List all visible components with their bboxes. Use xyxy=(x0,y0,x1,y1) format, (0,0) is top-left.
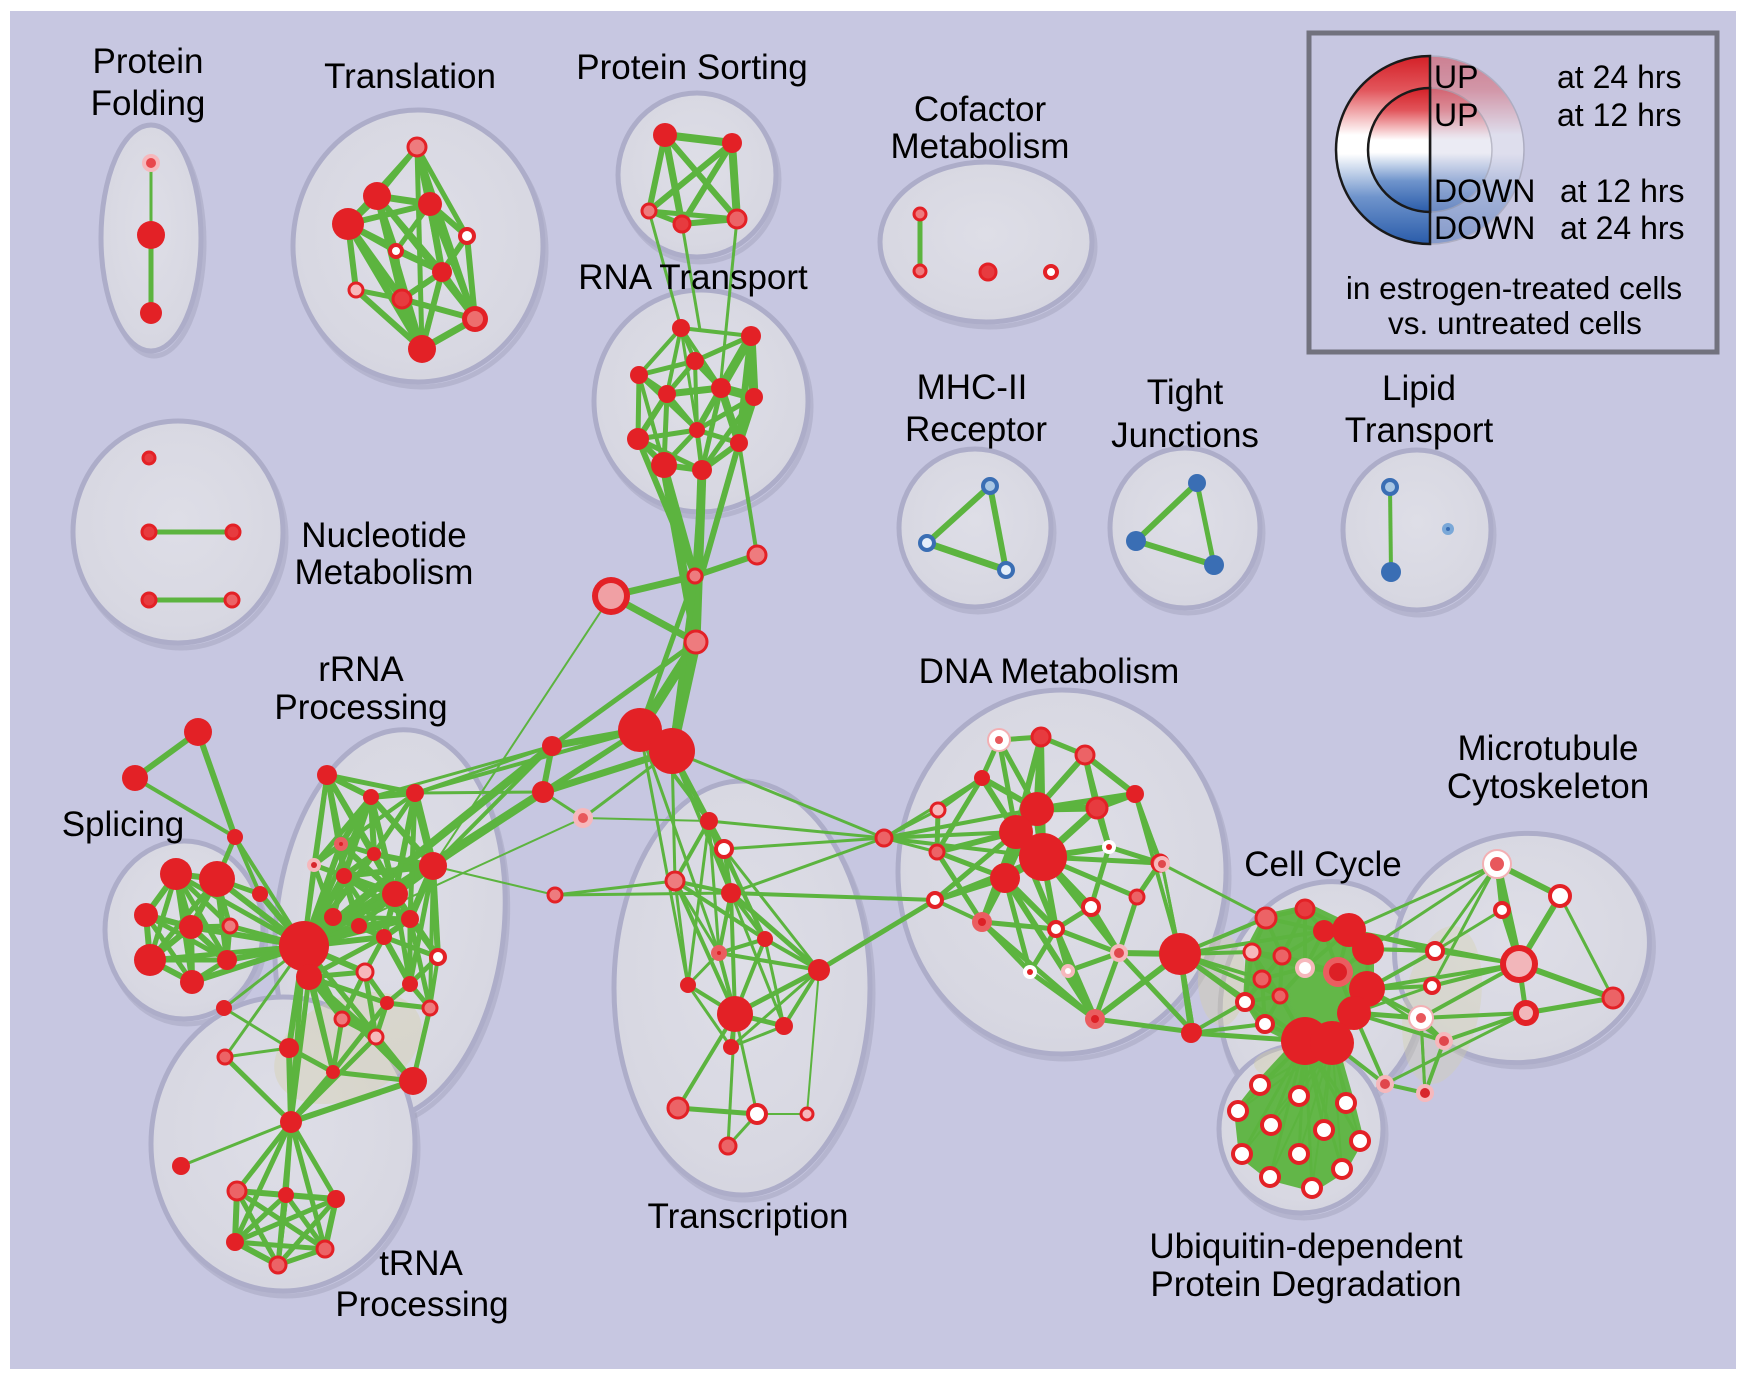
svg-text:DOWN: DOWN xyxy=(1434,210,1535,246)
svg-text:DNA Metabolism: DNA Metabolism xyxy=(919,652,1180,691)
svg-text:MHC-II: MHC-II xyxy=(917,368,1028,407)
svg-text:Receptor: Receptor xyxy=(905,410,1047,449)
svg-text:Microtubule: Microtubule xyxy=(1458,729,1639,768)
svg-text:Metabolism: Metabolism xyxy=(295,553,474,592)
svg-text:Ubiquitin-dependent: Ubiquitin-dependent xyxy=(1149,1227,1463,1266)
svg-text:in estrogen-treated cells: in estrogen-treated cells xyxy=(1346,270,1682,306)
svg-text:tRNA: tRNA xyxy=(379,1244,463,1283)
svg-text:Transport: Transport xyxy=(1345,411,1494,450)
svg-text:Translation: Translation xyxy=(324,57,496,96)
svg-text:at 24 hrs: at 24 hrs xyxy=(1560,210,1685,246)
svg-text:DOWN: DOWN xyxy=(1434,173,1535,209)
svg-text:Processing: Processing xyxy=(274,688,447,727)
svg-text:at 12 hrs: at 12 hrs xyxy=(1557,97,1682,133)
svg-text:Lipid: Lipid xyxy=(1382,369,1456,408)
svg-text:Cytoskeleton: Cytoskeleton xyxy=(1447,767,1649,806)
svg-text:Transcription: Transcription xyxy=(648,1197,849,1236)
svg-text:Metabolism: Metabolism xyxy=(891,127,1070,166)
svg-text:at 24 hrs: at 24 hrs xyxy=(1557,59,1682,95)
svg-text:Processing: Processing xyxy=(335,1285,508,1324)
svg-text:Cell Cycle: Cell Cycle xyxy=(1244,845,1402,884)
svg-text:Nucleotide: Nucleotide xyxy=(301,516,466,555)
svg-text:Junctions: Junctions xyxy=(1111,416,1259,455)
svg-text:UP: UP xyxy=(1434,59,1478,95)
svg-text:Folding: Folding xyxy=(91,84,206,123)
svg-text:Protein: Protein xyxy=(93,42,204,81)
svg-text:Protein Sorting: Protein Sorting xyxy=(576,48,808,87)
svg-text:at 12 hrs: at 12 hrs xyxy=(1560,173,1685,209)
svg-text:vs. untreated cells: vs. untreated cells xyxy=(1388,305,1642,341)
svg-text:Protein Degradation: Protein Degradation xyxy=(1150,1265,1461,1304)
svg-text:Cofactor: Cofactor xyxy=(914,90,1047,129)
svg-text:rRNA: rRNA xyxy=(318,650,404,689)
svg-text:UP: UP xyxy=(1434,97,1478,133)
svg-text:Splicing: Splicing xyxy=(62,805,185,844)
svg-text:RNA Transport: RNA Transport xyxy=(578,258,808,297)
svg-text:Tight: Tight xyxy=(1147,373,1224,412)
